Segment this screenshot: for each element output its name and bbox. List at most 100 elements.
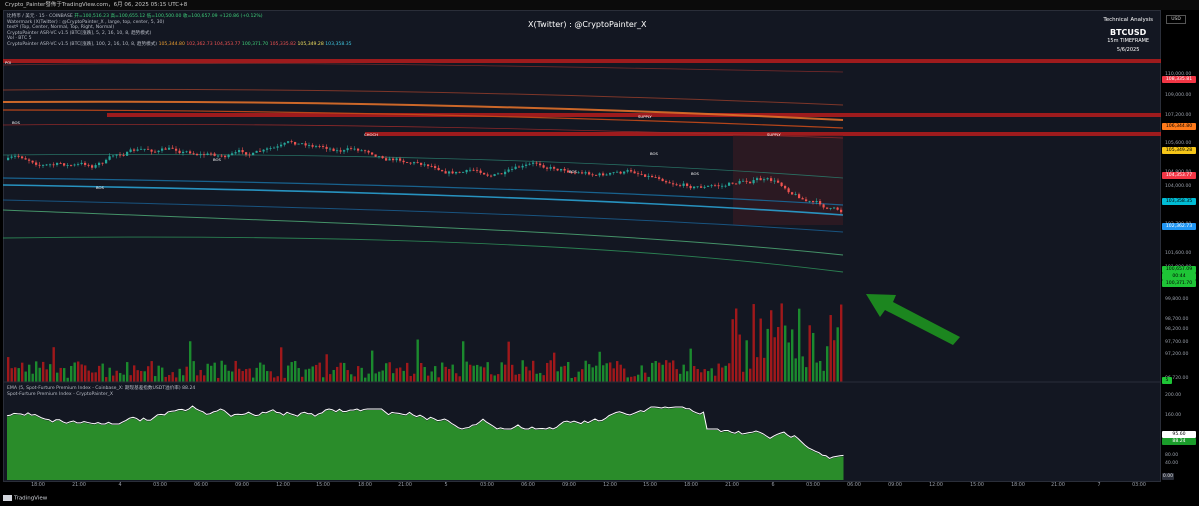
volume-bar: [703, 369, 706, 382]
candle: [549, 167, 552, 169]
volume-bar: [497, 374, 500, 382]
time-tick: 03:00: [806, 483, 820, 488]
volume-bar: [80, 364, 83, 382]
candle: [308, 145, 311, 146]
legend-vol[interactable]: Vol · BTC 5: [7, 36, 32, 42]
chart-pane[interactable]: [3, 10, 1161, 482]
candle: [791, 192, 794, 195]
volume-bar: [84, 365, 87, 382]
volume-bar: [409, 375, 412, 382]
candle: [70, 165, 73, 166]
volume-bar: [73, 362, 76, 382]
candle: [133, 149, 136, 151]
candle: [672, 183, 675, 185]
legend-asr-slow[interactable]: CryptoPainter ASR-VC v1.5 (BTC[涨跌], 100,…: [7, 41, 158, 47]
candle: [605, 174, 608, 176]
volume-bar: [227, 370, 230, 382]
price-tick: 97,200.00: [1165, 352, 1189, 357]
candle: [420, 162, 423, 165]
volume-bar: [318, 362, 321, 382]
price-chart-canvas[interactable]: [3, 10, 1161, 482]
candles: [7, 139, 843, 215]
candle: [266, 148, 269, 150]
candle: [31, 160, 34, 163]
volume-bar: [336, 366, 339, 382]
time-tick: 4: [118, 483, 122, 488]
volume-bar: [315, 364, 318, 382]
candle: [826, 207, 829, 209]
time-tick: 12:00: [603, 483, 617, 488]
sub-legend-index[interactable]: Spot-Furture Premium Index - CryptoPaint…: [7, 391, 114, 397]
candle: [570, 172, 573, 174]
legend-watermark[interactable]: Watermark (X(Twitter) : @CryptoPainter_X…: [7, 19, 165, 25]
candle: [553, 167, 556, 169]
price-tick: 98,200.00: [1165, 327, 1189, 332]
volume-bar: [668, 362, 671, 382]
price-label: 103,358.35: [1162, 198, 1196, 205]
candle: [486, 174, 489, 176]
ta-date: 5/6/2025: [1116, 47, 1140, 53]
candle: [399, 158, 402, 161]
volume-bar: [840, 304, 843, 382]
candle: [780, 182, 783, 186]
candle: [539, 163, 542, 166]
bos-label-3: BOS: [213, 157, 221, 162]
time-tick: 6: [771, 483, 775, 488]
candle: [297, 143, 300, 145]
volume-bar: [444, 366, 447, 382]
volume-bars: [7, 303, 843, 382]
sub-tick: 80.00: [1165, 453, 1179, 458]
volume-bar: [486, 362, 489, 382]
band-line: [3, 184, 844, 216]
candle: [759, 178, 762, 181]
candle: [584, 172, 587, 174]
candle: [259, 150, 262, 152]
volume-bar: [560, 366, 563, 382]
candle: [77, 163, 80, 165]
volume-bar: [745, 340, 748, 382]
candle: [588, 172, 591, 175]
volume-bar: [612, 368, 615, 382]
volume-bar: [115, 370, 118, 382]
volume-bar: [273, 377, 276, 382]
indicator-bands: [3, 59, 1161, 273]
candle: [7, 157, 10, 160]
time-tick: 18:00: [31, 483, 45, 488]
legend-text[interactable]: textº (Top, Center, Normal, Top, Right, …: [7, 25, 115, 31]
candle: [101, 162, 104, 164]
candle: [122, 155, 125, 156]
volume-bar: [791, 329, 794, 382]
candle: [185, 151, 188, 153]
tradingview-logo[interactable]: TradingView: [3, 495, 47, 502]
volume-bar: [619, 364, 622, 382]
time-tick: 06:00: [194, 483, 208, 488]
volume-bar: [441, 362, 444, 382]
currency-button[interactable]: USD: [1166, 15, 1186, 24]
volume-bar: [710, 368, 713, 382]
legend-asr-fast[interactable]: CryptoPainter ASR-VC v1.5 (BTC[涨跌], 5, 2…: [7, 30, 152, 36]
price-label: 106,344.80: [1162, 123, 1196, 130]
candle: [689, 185, 692, 189]
volume-bar: [525, 366, 528, 382]
sub-tick: 40.00: [1165, 461, 1179, 466]
price-label: 102,362.73: [1162, 223, 1196, 230]
candle: [161, 148, 164, 151]
candle: [45, 164, 48, 166]
sub-legend-ema[interactable]: EMA (5, Spot-Furture Premium Index - Coi…: [7, 386, 196, 391]
volume-bar: [231, 371, 234, 382]
candle: [280, 144, 283, 147]
volume-bar: [38, 367, 41, 382]
volume-bar: [28, 364, 31, 382]
time-tick: 15:00: [643, 483, 657, 488]
candle: [815, 201, 818, 203]
candle: [63, 163, 66, 166]
volume-bar: [490, 374, 493, 382]
volume-bar: [483, 367, 486, 382]
volume-bar: [819, 360, 822, 382]
ta-title: Technical Analysis: [1103, 17, 1153, 23]
candle: [651, 175, 654, 178]
volume-bar: [17, 368, 20, 382]
legend-symbol[interactable]: 比特币 / 美元 · 15 · COINBASE: [7, 14, 73, 19]
volume-bar: [448, 368, 451, 382]
volume-bar: [535, 373, 538, 382]
